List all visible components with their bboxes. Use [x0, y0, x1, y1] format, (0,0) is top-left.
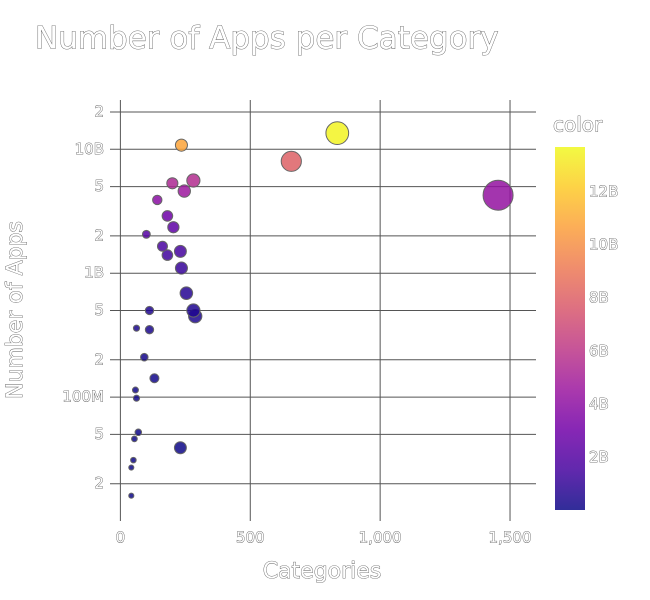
y-tick-label: 2 — [94, 226, 104, 244]
data-point — [174, 138, 188, 152]
x-axis-title: Categories — [263, 559, 382, 584]
x-tick-label: 500 — [236, 529, 265, 547]
data-point — [152, 194, 163, 206]
data-point — [140, 352, 149, 362]
data-point — [280, 150, 302, 172]
y-tick-label: 5 — [94, 301, 104, 319]
colorbar-tick-label: 6B — [589, 342, 609, 360]
y-tick-label: 1B — [84, 264, 104, 282]
data-point — [130, 456, 137, 464]
data-point — [134, 428, 143, 437]
data-point — [128, 492, 135, 499]
data-point — [149, 373, 160, 384]
data-point — [325, 121, 350, 146]
x-tick-label: 1,500 — [489, 529, 532, 547]
y-tick-label: 2 — [94, 350, 104, 368]
y-tick-label: 5 — [94, 177, 104, 195]
colorbar-tick-label: 10B — [589, 236, 618, 254]
data-point — [161, 210, 174, 222]
colorbar-title: color — [553, 113, 603, 137]
data-point — [131, 435, 138, 443]
data-point — [179, 286, 194, 300]
data-point — [186, 303, 201, 318]
x-tick-label: 1,000 — [359, 529, 402, 547]
chart-title: Number of Apps per Category — [35, 21, 499, 57]
data-point — [132, 394, 141, 402]
data-point — [173, 244, 187, 258]
grid — [110, 100, 536, 521]
y-tick-label: 10B — [75, 140, 104, 158]
data-point — [161, 249, 174, 261]
data-point — [144, 305, 155, 316]
colorbar-tick-label: 8B — [589, 289, 609, 307]
data-point — [177, 184, 191, 198]
data-point — [482, 179, 514, 211]
y-axis-title: Number of Apps — [3, 221, 28, 399]
data-point — [166, 177, 179, 190]
colorbar-tick-label: 4B — [589, 395, 609, 413]
x-tick-label: 0 — [116, 529, 126, 547]
data-point — [131, 386, 139, 394]
data-point — [173, 441, 187, 455]
y-tick-label: 5 — [94, 425, 104, 443]
data-point — [156, 240, 168, 252]
colorbar-tick-label: 2B — [589, 448, 609, 466]
data-point — [144, 325, 155, 335]
data-point — [186, 173, 201, 188]
data-point — [128, 464, 135, 471]
y-tick-label: 100M — [62, 388, 104, 406]
data-point — [167, 221, 180, 234]
data-point — [174, 261, 188, 275]
colorbar — [555, 147, 585, 510]
data-point — [141, 229, 151, 239]
data-point — [132, 324, 141, 332]
y-tick-label: 2 — [94, 103, 104, 121]
colorbar-tick-label: 12B — [589, 183, 618, 201]
y-tick-label: 2 — [94, 474, 104, 492]
